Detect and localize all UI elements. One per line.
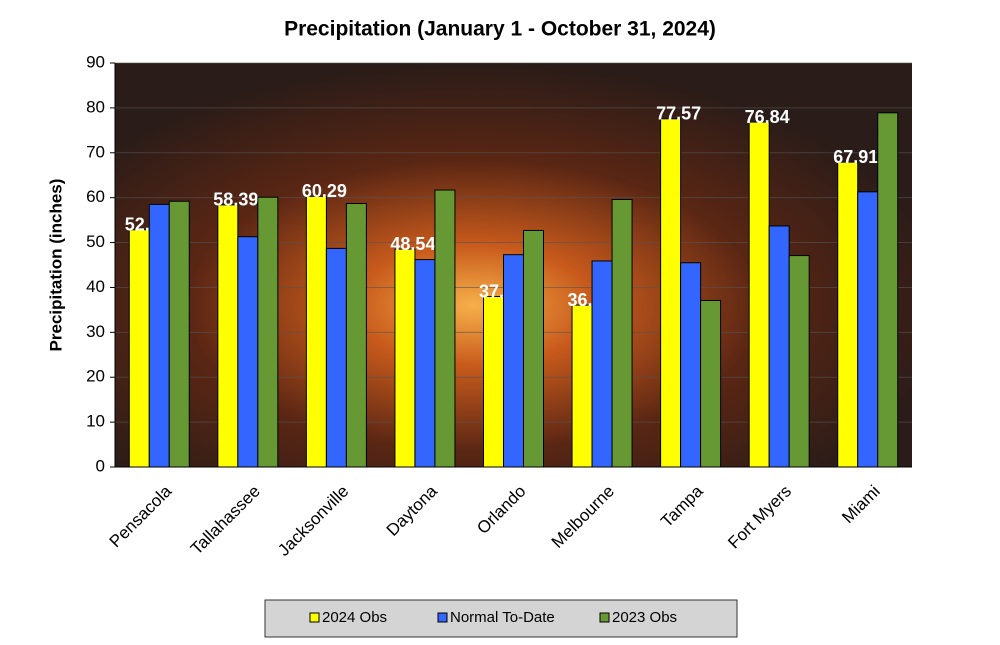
bar	[305, 195, 327, 468]
bar	[394, 248, 416, 468]
bar	[660, 118, 682, 468]
x-tick-label: Daytona	[383, 481, 442, 540]
bar	[700, 299, 722, 468]
bar	[837, 161, 859, 468]
data-label: 60.29	[302, 181, 347, 201]
bar	[857, 191, 879, 468]
bar	[414, 259, 436, 468]
x-tick-label: Orlando	[473, 482, 529, 538]
x-tick-label: Tampa	[657, 481, 707, 531]
legend-swatch	[309, 612, 320, 623]
data-label: 77.57	[656, 104, 701, 124]
bar	[483, 296, 504, 468]
bar	[503, 254, 524, 468]
bar	[257, 196, 279, 468]
bar	[680, 262, 702, 468]
bar	[768, 225, 790, 468]
legend-label: 2023 Obs	[612, 609, 677, 626]
legend-label: Normal To-Date	[450, 609, 555, 626]
x-tick-label: Pensacola	[106, 481, 176, 551]
bar	[591, 260, 613, 468]
bar	[237, 236, 259, 468]
bar	[611, 198, 633, 468]
bar	[325, 247, 347, 468]
y-tick-label: 60	[86, 187, 105, 206]
bar	[877, 112, 899, 468]
bar	[217, 204, 239, 468]
x-tick-label: Fort Myers	[724, 482, 795, 553]
chart-title: Precipitation (January 1 - October 31, 2…	[284, 18, 716, 41]
y-tick-label: 80	[86, 97, 105, 116]
bar	[434, 189, 456, 468]
y-axis-label: Precipitation (inches)	[46, 179, 65, 352]
y-tick-label: 30	[86, 322, 105, 341]
bar	[128, 229, 150, 468]
legend-swatch	[437, 612, 448, 623]
x-tick-label: Melbourne	[548, 482, 618, 552]
bar	[345, 203, 367, 468]
legend-swatch	[599, 612, 610, 623]
data-label: 48.54	[390, 234, 435, 254]
bar	[523, 229, 544, 468]
legend	[264, 599, 738, 638]
y-tick-label: 20	[86, 367, 105, 386]
bar	[788, 255, 810, 468]
x-tick-label: Jacksonville	[274, 482, 352, 560]
x-tick-label: Tallahassee	[187, 482, 264, 559]
x-tick-label: Miami	[838, 482, 883, 527]
data-label: 76.84	[745, 107, 790, 127]
bar	[148, 203, 170, 468]
y-tick-label: 40	[86, 277, 105, 296]
y-tick-label: 50	[86, 232, 105, 251]
y-tick-label: 90	[86, 52, 105, 71]
bar	[168, 200, 190, 468]
bar	[748, 121, 770, 468]
data-label: 58.39	[213, 190, 258, 210]
data-label: 67.91	[833, 147, 878, 167]
y-tick-label: 10	[86, 412, 105, 431]
y-tick-label: 70	[86, 142, 105, 161]
y-tick-label: 0	[96, 456, 105, 475]
legend-label: 2024 Obs	[322, 609, 387, 626]
bar	[571, 304, 593, 468]
